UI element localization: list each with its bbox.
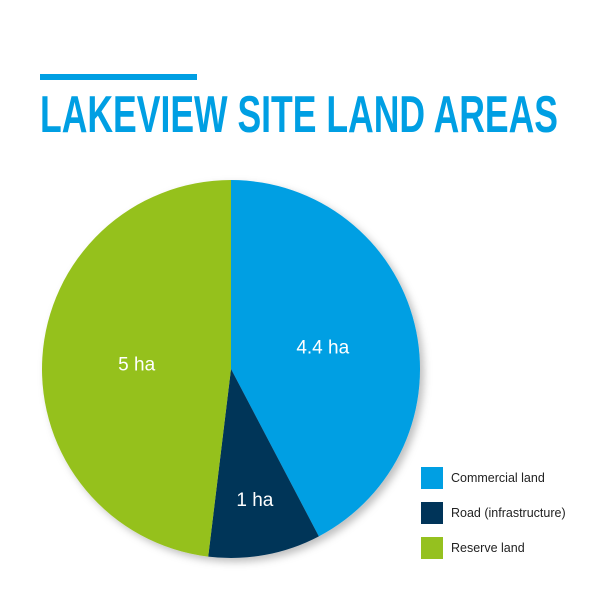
title-accent-bar [40,74,197,80]
pie-slice-reserve-land [42,180,231,557]
legend-label: Commercial land [451,471,545,485]
legend-item: Reserve land [421,537,525,559]
legend-swatch [421,502,443,524]
slice-data-label: 5 ha [118,354,155,375]
legend-item: Commercial land [421,467,545,489]
legend-label: Road (infrastructure) [451,506,566,520]
legend-item: Road (infrastructure) [421,502,566,524]
pie-slice-road-infrastructure [208,369,319,558]
chart-title: LAKEVIEW SITE LAND AREAS [40,86,558,144]
slice-data-label: 4.4 ha [296,337,349,358]
legend-swatch [421,467,443,489]
legend-label: Reserve land [451,541,525,555]
slice-data-label: 1 ha [236,490,273,511]
pie-slice-commercial-land [231,180,421,537]
legend-swatch [421,537,443,559]
